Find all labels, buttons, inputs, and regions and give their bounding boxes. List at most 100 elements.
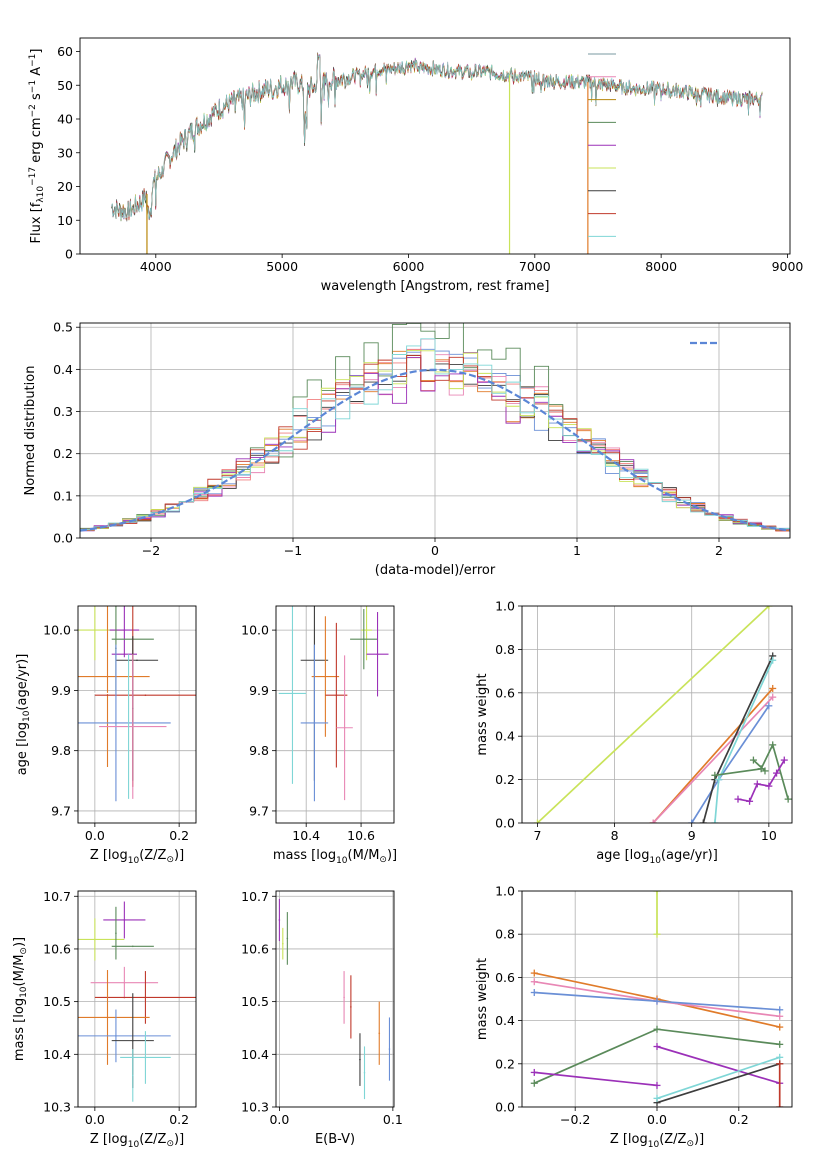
x-tick-label: 0.0 <box>269 1112 289 1127</box>
y-axis-label-part: −2 <box>28 104 38 117</box>
data-point <box>106 675 109 678</box>
data-point <box>335 694 338 697</box>
y-tick-label: 9.8 <box>51 743 71 758</box>
y-tick-label: 40 <box>57 112 73 127</box>
series-line-2 <box>652 696 774 823</box>
y-axis-label: mass weight <box>475 958 490 1040</box>
series-line-1 <box>652 687 774 823</box>
y-tick-label: 1.0 <box>495 884 515 899</box>
y-tick-label: 10.4 <box>43 1047 71 1062</box>
x-tick-label: −2 <box>142 543 160 558</box>
data-point <box>115 1035 117 1037</box>
y-tick-label: 50 <box>57 78 73 93</box>
y-tick-label: 0.2 <box>53 446 73 461</box>
x-tick-label: 4000 <box>140 259 172 274</box>
panel-mass-vs-z: 0.0 0.210.310.410.510.610.7Z [log10(Z/Z⊙)… <box>12 889 197 1150</box>
x-axis-label: mass [log10(M/M⊙)] <box>273 848 397 866</box>
x-axis-label-part: Z [log <box>90 1132 128 1147</box>
y-tick-label: 0.8 <box>495 642 515 657</box>
x-tick-label: 6000 <box>393 259 425 274</box>
x-tick-label: 0.1 <box>383 1112 403 1127</box>
y-tick-label: 0.4 <box>53 362 73 377</box>
data-point <box>94 692 96 695</box>
y-tick-label: 10.0 <box>43 623 71 638</box>
x-axis-label-part: 10 <box>649 856 661 866</box>
data-point <box>136 659 138 662</box>
data-point <box>123 981 126 984</box>
data-point <box>123 919 126 921</box>
x-tick-label: 10.6 <box>347 828 375 843</box>
x-axis-label: Z [log10(Z/Z⊙)] <box>90 1132 184 1150</box>
data-point <box>131 1074 134 1077</box>
x-axis-label-part: Z [log <box>90 848 128 863</box>
y-tick-label: 10 <box>57 213 73 228</box>
y-axis-label-part: −1 <box>28 80 38 93</box>
x-tick-label: 10.4 <box>292 828 320 843</box>
y-axis-label-part: 10 <box>22 710 32 722</box>
x-axis-label-part: ⊙ <box>379 855 387 865</box>
y-tick-label: 10.3 <box>241 1100 269 1115</box>
data-point <box>376 653 379 656</box>
x-tick-label: 7000 <box>519 259 551 274</box>
x-tick-label: 2 <box>715 543 723 558</box>
x-tick-label: 0.2 <box>729 1112 749 1127</box>
x-tick-label: 9000 <box>772 259 804 274</box>
y-tick-label: 0.6 <box>495 970 515 985</box>
x-axis-label-part: ⊙ <box>166 855 174 865</box>
panel-age-vs-mass: 10.4 10.6 9.7 9.8 9.9 10.0 mass [log10(M/M⊙)] <box>241 605 397 866</box>
data-point <box>144 996 147 999</box>
x-tick-label: 10 <box>761 828 777 843</box>
y-axis-label: mass weight <box>475 673 490 755</box>
y-tick-label: 0 <box>65 247 73 262</box>
y-tick-label: 0.5 <box>53 320 73 335</box>
data-point <box>343 726 346 729</box>
y-tick-label: 10.5 <box>43 994 71 1009</box>
y-tick-label: 0.6 <box>495 685 515 700</box>
axes-frame <box>275 890 395 1108</box>
data-point <box>106 1016 109 1019</box>
x-axis-label-part: Z [log <box>610 1132 648 1147</box>
data-point <box>94 938 96 941</box>
y-axis-label-part: Flux [f <box>29 202 44 243</box>
x-tick-label: 0.0 <box>85 1112 105 1127</box>
y-axis-label-part: (age/yr)] <box>15 654 30 711</box>
panel-age-vs-z: 0.0 0.29.79.89.910.0Z [log10(Z/Z⊙)]age [l… <box>15 605 197 866</box>
y-tick-label: 20 <box>57 179 73 194</box>
x-tick-label: 5000 <box>266 259 298 274</box>
y-tick-label: 10.0 <box>241 623 269 638</box>
x-axis-label-part: )] <box>174 1132 184 1147</box>
spectrum-line-0 <box>111 52 763 222</box>
data-point <box>131 945 134 948</box>
x-axis-label: Z [log10(Z/Z⊙)] <box>90 848 184 866</box>
y-tick-label: 0.4 <box>495 1013 515 1028</box>
data-point <box>365 629 368 631</box>
data-point <box>144 1056 147 1059</box>
spectrum-line-8 <box>111 54 763 220</box>
y-axis-label: Normed distribution <box>23 366 38 496</box>
spectrum-line-7 <box>111 55 763 220</box>
x-axis-label-part: (M/M <box>348 848 380 863</box>
x-tick-label: 0 <box>431 543 439 558</box>
y-tick-label: 10.6 <box>43 941 71 956</box>
x-axis-label: E(B-V) <box>315 1132 355 1147</box>
spectrum-line-2 <box>111 52 763 221</box>
data-point <box>131 725 134 728</box>
y-tick-label: 0.0 <box>53 531 73 546</box>
data-point <box>343 996 345 999</box>
panel-mass-vs-ebv: 0.0 0.1 10.3 10.4 10.5 10.6 10.7 E(B-V) <box>241 889 403 1147</box>
y-axis-label-part: −17 <box>28 167 38 186</box>
x-axis-label-part: (Z/Z <box>139 1132 166 1147</box>
plot-area <box>80 323 790 538</box>
axes-frame <box>521 890 793 1108</box>
y-tick-label: 0.1 <box>53 488 73 503</box>
y-tick-label: 10.4 <box>241 1047 269 1062</box>
x-axis-label-part: 10 <box>336 856 348 866</box>
data-point <box>278 919 281 921</box>
y-tick-label: 9.8 <box>249 743 269 758</box>
axes-frame <box>79 37 791 255</box>
data-point <box>363 1071 366 1074</box>
data-point <box>115 722 117 724</box>
series-line-6 <box>714 742 789 800</box>
y-tick-label: 0.2 <box>495 772 515 787</box>
